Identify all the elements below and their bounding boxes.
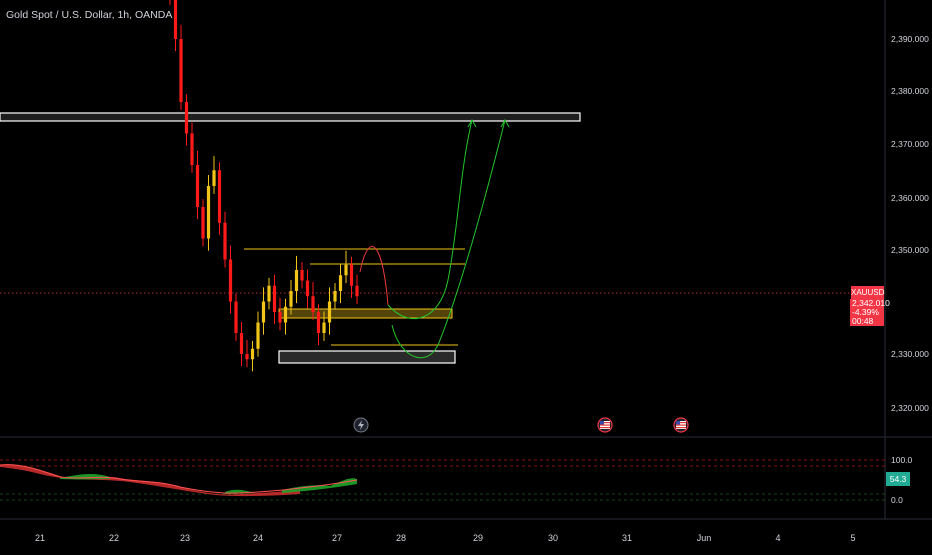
last-price-value: 2,342.010 [852, 298, 890, 308]
price-tick-label: 2,360.000 [891, 193, 929, 203]
candle-body[interactable] [245, 354, 249, 360]
candles-series[interactable] [168, 0, 359, 372]
bull-projection-arrowhead-1 [467, 118, 477, 128]
candle-body[interactable] [333, 291, 337, 302]
time-tick-label: 23 [180, 533, 190, 543]
candle-body[interactable] [234, 301, 238, 334]
time-tick-label: 4 [775, 533, 780, 543]
candle-body[interactable] [278, 312, 282, 323]
support-zone[interactable] [278, 308, 453, 319]
lightning-event-icon[interactable] [353, 417, 369, 433]
price-tick-label: 2,350.000 [891, 245, 929, 255]
candle-body[interactable] [267, 285, 271, 302]
last-price-badge: 2,342.010 -4.39% 00:48 [850, 298, 890, 326]
bear-projection-arrow[interactable] [359, 245, 389, 306]
candle-body[interactable] [256, 322, 260, 349]
us-flag-event-icon[interactable] [673, 417, 689, 433]
chart-title: Gold Spot / U.S. Dollar, 1h, OANDA [6, 9, 173, 21]
candle-body[interactable] [294, 270, 299, 291]
time-tick-label: 24 [253, 533, 263, 543]
candle-body[interactable] [305, 280, 310, 297]
candle-body[interactable] [289, 291, 293, 307]
candle-body[interactable] [179, 39, 183, 102]
candle-body[interactable] [300, 270, 304, 281]
bottom-zone[interactable] [278, 350, 456, 364]
bull-projection-arrowhead-2 [500, 118, 510, 128]
oscillator-value-badge: 54.3 [886, 472, 910, 486]
time-tick-label: 5 [850, 533, 855, 543]
time-axis[interactable]: 21 22 23 24 27 28 29 30 31 Jun 4 5 [35, 533, 856, 543]
bull-projection-path-1[interactable] [387, 119, 473, 320]
candle-body[interactable] [311, 296, 315, 312]
candle-body[interactable] [190, 133, 194, 166]
us-flag-event-icon[interactable] [597, 417, 613, 433]
time-tick-label: 22 [109, 533, 119, 543]
candle-body[interactable] [206, 186, 211, 239]
candle-body[interactable] [217, 170, 222, 223]
candle-body[interactable] [195, 165, 200, 207]
oscillator-down-area [0, 464, 300, 497]
candle-body[interactable] [344, 264, 348, 276]
candle-body[interactable] [239, 333, 244, 354]
oscillator-pane[interactable] [0, 459, 885, 501]
price-tick-label: 2,390.000 [891, 34, 929, 44]
time-tick-label: Jun [697, 533, 712, 543]
oscillator-line [0, 464, 358, 494]
price-axis[interactable]: 2,390.000 2,380.000 2,370.000 2,360.000 2,35… [891, 34, 929, 413]
candle-body[interactable] [223, 222, 227, 260]
candle-body[interactable] [316, 312, 321, 333]
candle-body[interactable] [272, 285, 277, 312]
candle-body[interactable] [212, 170, 216, 186]
candle-body[interactable] [173, 0, 178, 39]
time-tick-label: 27 [332, 533, 342, 543]
price-tick-label: 2,370.000 [891, 139, 929, 149]
price-tick-label: 2,320.000 [891, 403, 929, 413]
candle-body[interactable] [327, 301, 332, 323]
candle-body[interactable] [201, 207, 205, 239]
candle-body[interactable] [338, 275, 343, 291]
candle-body[interactable] [355, 285, 359, 297]
candle-body[interactable] [184, 102, 189, 134]
bull-projection-path-2[interactable] [391, 119, 506, 359]
resistance-zone[interactable] [0, 112, 581, 122]
osc-level-0: 0.0 [891, 495, 903, 505]
price-tick-label: 2,330.000 [891, 349, 929, 359]
time-tick-label: 31 [622, 533, 632, 543]
candle-body[interactable] [322, 322, 326, 334]
time-tick-label: 30 [548, 533, 558, 543]
candle-body[interactable] [228, 259, 233, 302]
osc-level-100: 100.0 [891, 455, 913, 465]
symbol-tag: XAUUSD [851, 286, 885, 299]
candle-body[interactable] [261, 301, 266, 323]
bar-countdown: 00:48 [852, 316, 874, 326]
oscillator-up-area [60, 474, 357, 494]
candle-body[interactable] [283, 306, 288, 323]
price-tick-label: 2,380.000 [891, 86, 929, 96]
time-tick-label: 29 [473, 533, 483, 543]
price-change: -4.39% [852, 307, 879, 317]
candle-body[interactable] [250, 348, 255, 360]
time-tick-label: 21 [35, 533, 45, 543]
time-tick-label: 28 [396, 533, 406, 543]
candle-body[interactable] [349, 264, 354, 286]
